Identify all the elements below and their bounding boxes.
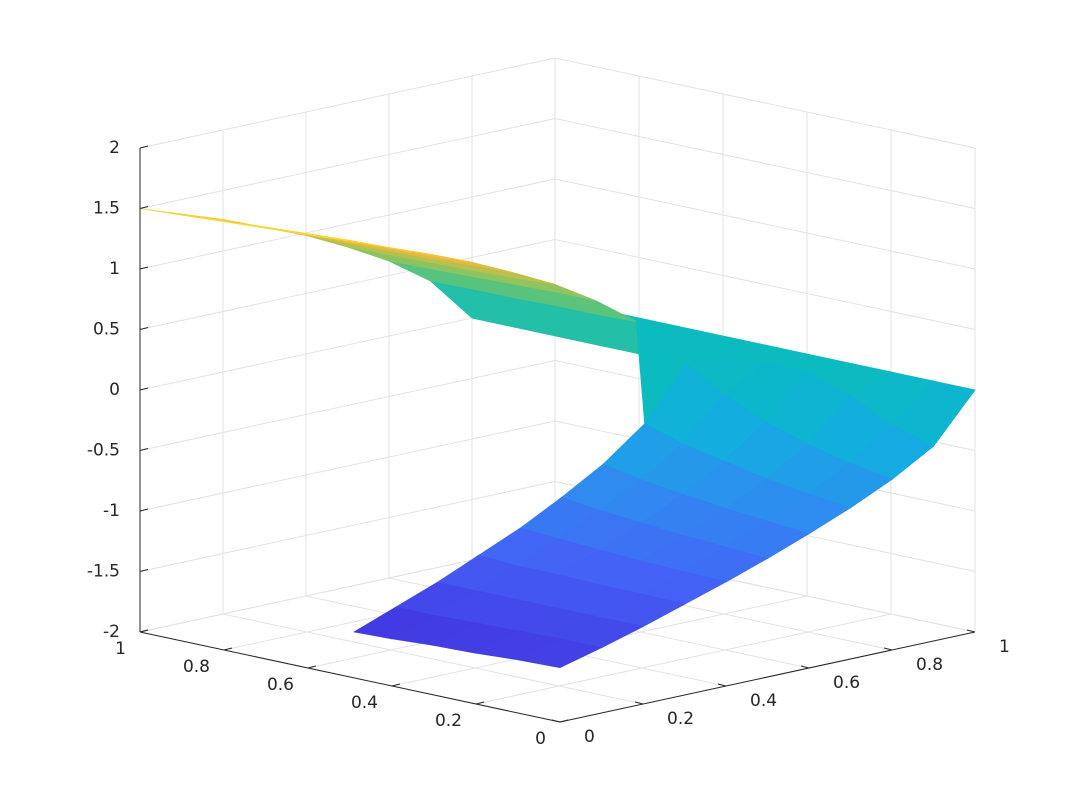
y-tick xyxy=(966,629,976,633)
z-tick-label: 0 xyxy=(109,380,120,400)
y-tick-label: 0.4 xyxy=(750,691,777,711)
x-tick xyxy=(475,701,485,705)
y-tick xyxy=(800,665,810,669)
grid-line xyxy=(139,57,556,149)
grid-line xyxy=(554,178,976,270)
z-tick-label: 2 xyxy=(109,138,120,158)
y-tick xyxy=(551,719,561,723)
x-axis xyxy=(139,631,561,723)
y-tick-label: 0.6 xyxy=(833,673,860,693)
x-tick xyxy=(307,665,317,669)
z-tick xyxy=(139,206,149,209)
grid-line xyxy=(554,57,976,149)
y-axis xyxy=(559,631,976,723)
y-tick-label: 0 xyxy=(584,727,595,747)
y-tick-label: 0.2 xyxy=(667,709,694,729)
grid-line xyxy=(554,118,976,209)
z-tick xyxy=(139,387,149,391)
z-tick xyxy=(139,569,149,572)
z-tick-label: -1 xyxy=(103,501,120,521)
grid-line xyxy=(139,481,556,572)
z-tick-label: -1.5 xyxy=(87,562,120,582)
z-tick-label: 0.5 xyxy=(93,320,120,340)
z-tick xyxy=(139,448,149,451)
y-tick xyxy=(634,701,644,705)
grid-line xyxy=(554,239,976,330)
surface-patch xyxy=(516,638,603,668)
z-tick-label: 1 xyxy=(109,259,120,279)
grid-line xyxy=(139,239,556,330)
y-tick-label: 1 xyxy=(999,637,1010,657)
x-tick-label: 0.2 xyxy=(435,711,462,731)
z-tick xyxy=(139,508,149,512)
x-tick-label: 0.6 xyxy=(267,675,294,695)
grid-line xyxy=(139,118,556,209)
y-tick-label: 0.8 xyxy=(916,655,943,675)
x-tick xyxy=(391,683,401,687)
z-tick xyxy=(139,266,149,270)
z-tick-label: -0.5 xyxy=(87,441,120,461)
grid-line xyxy=(475,613,892,705)
grid-line xyxy=(222,613,644,705)
x-tick-label: 0.4 xyxy=(351,693,378,713)
x-tick xyxy=(223,647,233,651)
surface-patch xyxy=(307,234,388,248)
y-tick xyxy=(883,647,893,651)
z-tick-label: -2 xyxy=(103,622,120,642)
grid-line xyxy=(139,360,556,451)
z-tick-label: 1.5 xyxy=(93,199,120,219)
z-tick xyxy=(139,145,149,149)
grid-line xyxy=(139,178,556,270)
x-tick-label: 0 xyxy=(535,729,546,749)
x-tick xyxy=(559,719,569,723)
z-tick xyxy=(139,327,149,330)
grid-line xyxy=(139,420,556,512)
x-tick-label: 0.8 xyxy=(183,657,210,677)
x-tick-label: 1 xyxy=(115,639,126,659)
x-tick xyxy=(139,629,149,633)
y-tick xyxy=(717,683,727,687)
